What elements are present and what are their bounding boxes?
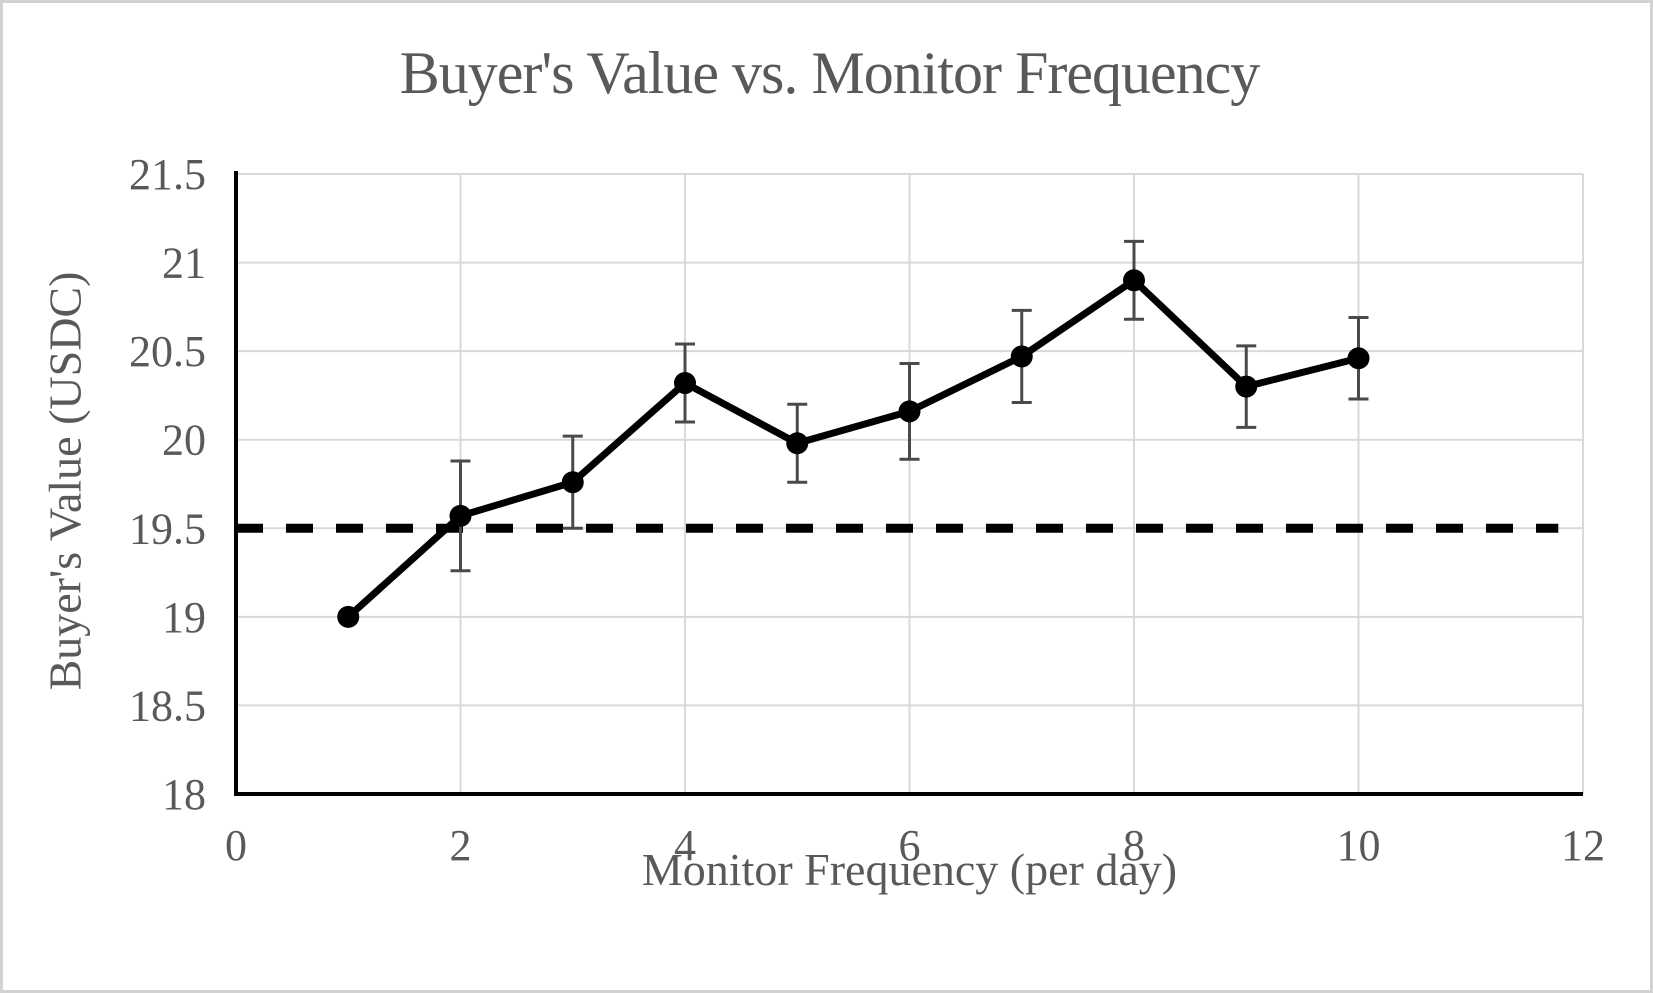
y-tick-label: 19.5: [129, 504, 206, 553]
x-axis-title: Monitor Frequency (per day): [641, 844, 1178, 895]
y-axis-title: Buyer's Value (USDC): [39, 271, 91, 691]
data-point: [1123, 269, 1145, 292]
data-point: [1010, 345, 1033, 368]
y-tick-label: 18.5: [129, 681, 206, 730]
data-point: [337, 605, 360, 628]
data-point: [449, 504, 472, 527]
data-point: [1347, 347, 1370, 370]
x-tick-label: 10: [1337, 821, 1381, 870]
y-tick-label: 21.5: [129, 150, 206, 199]
data-point: [1235, 375, 1258, 398]
x-tick-label: 6: [899, 821, 921, 870]
y-tick-label: 18: [162, 770, 206, 819]
y-tick-label: 20: [162, 416, 206, 465]
x-tick-label: 0: [225, 821, 247, 870]
y-tick-label: 19: [162, 593, 206, 642]
series-line: [345, 276, 1360, 620]
x-tick-label: 12: [1561, 821, 1605, 870]
x-tick-label: 4: [674, 821, 696, 870]
x-tick-label: 2: [450, 821, 472, 870]
y-tick-label: 21: [162, 239, 206, 288]
y-tick-label: 20.5: [129, 327, 206, 376]
data-point: [898, 400, 921, 423]
chart-title: Buyer's Value vs. Monitor Frequency: [399, 40, 1261, 106]
data-point: [674, 372, 696, 395]
data-point: [786, 432, 809, 455]
data-point: [561, 471, 584, 494]
x-tick-label: 8: [1123, 821, 1145, 870]
line-chart: 18 18.5 19 19.5 20 20.5 21 21.5 0 2 4 6 8 10 12: [129, 150, 1605, 870]
